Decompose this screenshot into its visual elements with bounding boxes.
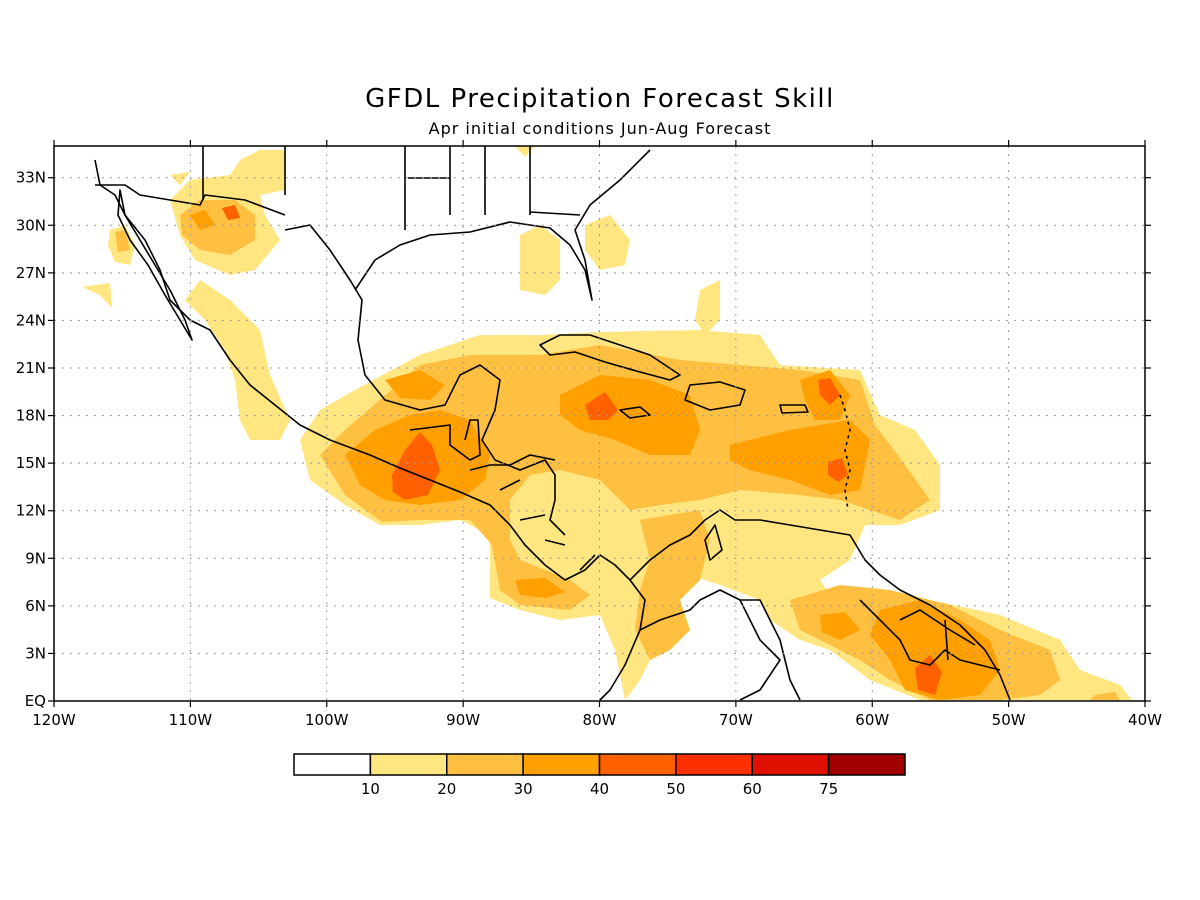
- lat-tick-label: 33N: [16, 169, 46, 187]
- shading-level-30-40: [190, 210, 1000, 700]
- map-subtitle: Apr initial conditions Jun-Aug Forecast: [428, 119, 772, 138]
- lon-tick-label: 80W: [583, 711, 617, 729]
- coastlines: [94, 146, 1011, 701]
- colorbar-swatch: [369, 753, 448, 776]
- colorbar-swatch: [598, 753, 677, 776]
- colorbar-swatch: [675, 753, 753, 776]
- lat-tick-label: 15N: [16, 454, 46, 472]
- axis-ticks: [48, 140, 1151, 707]
- lon-tick-label: 40W: [1128, 711, 1162, 729]
- lon-tick-label: 60W: [855, 711, 889, 729]
- colorbar-label: 30: [514, 780, 533, 798]
- lon-tick-label: 110W: [169, 711, 213, 729]
- colorbar-label: 75: [819, 780, 838, 798]
- colorbar-label: 10: [361, 780, 380, 798]
- colorbar-label: 50: [666, 780, 685, 798]
- colorbar-swatch: [827, 753, 906, 776]
- colorbar-swatch: [522, 753, 601, 776]
- lat-tick-label: 3N: [25, 644, 46, 662]
- colorbar-label: 20: [437, 780, 456, 798]
- skill-shading: [82, 146, 1132, 700]
- lat-tick-label: 24N: [16, 311, 46, 329]
- colorbar-swatch: [751, 753, 830, 776]
- lat-tick-label: 9N: [25, 549, 46, 567]
- colorbar-label: 40: [590, 780, 609, 798]
- map-gridlines: [54, 146, 1145, 701]
- lat-tick-label: 27N: [16, 264, 46, 282]
- map-title: GFDL Precipitation Forecast Skill: [365, 84, 835, 114]
- skill-colorbar: 10 20 30 40 50 60 75: [293, 753, 906, 798]
- lon-tick-label: 70W: [719, 711, 753, 729]
- colorbar-swatch: [293, 753, 372, 776]
- lat-tick-label: 6N: [25, 597, 46, 615]
- lon-tick-label: 90W: [446, 711, 480, 729]
- axis-labels: 120W 110W 100W 90W 80W 70W 60W 50W 40W EQ 3N 6N 9N 12…: [16, 169, 1162, 729]
- lat-tick-label: 18N: [16, 407, 46, 425]
- colorbar-label: 60: [743, 780, 762, 798]
- lat-tick-label: 21N: [16, 359, 46, 377]
- lon-tick-label: 120W: [32, 711, 76, 729]
- lat-tick-label: 30N: [16, 216, 46, 234]
- lon-tick-label: 50W: [992, 711, 1026, 729]
- colorbar-swatch: [446, 753, 524, 776]
- lat-tick-label: EQ: [25, 692, 46, 710]
- shading-level-40-50: [222, 205, 942, 695]
- lat-tick-label: 12N: [16, 502, 46, 520]
- lon-tick-label: 100W: [305, 711, 349, 729]
